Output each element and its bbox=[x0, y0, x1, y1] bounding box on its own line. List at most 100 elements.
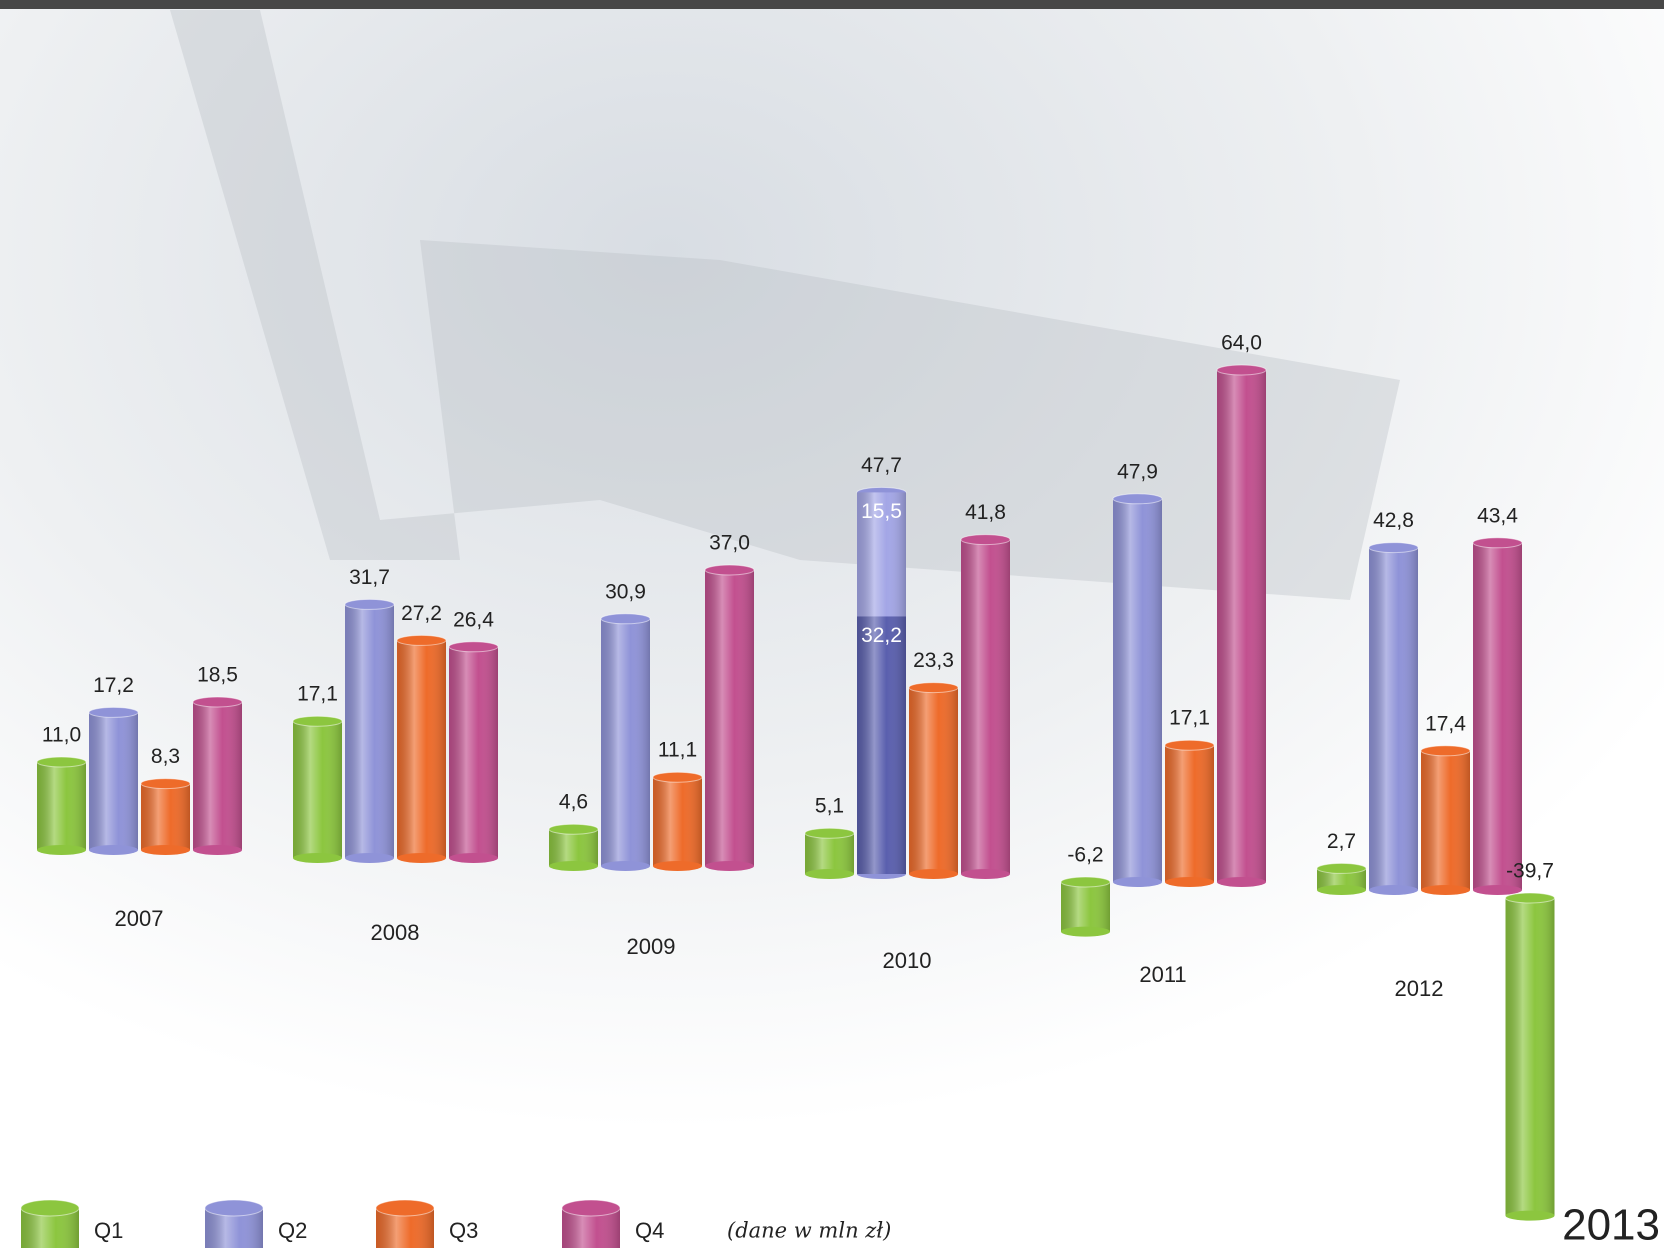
value-label: 5,1 bbox=[815, 795, 844, 818]
bar-bottom-cap bbox=[909, 869, 958, 879]
legend-cap bbox=[20, 1199, 80, 1217]
bar-bottom-cap bbox=[193, 845, 242, 855]
bar-top-cap bbox=[344, 598, 395, 610]
bar-bottom-cap bbox=[1369, 885, 1418, 895]
legend-item: Q1 bbox=[20, 1199, 123, 1248]
bar-top-cap bbox=[704, 564, 755, 576]
bar-shine bbox=[1113, 498, 1162, 882]
bar-shine bbox=[549, 829, 598, 866]
value-label: 17,4 bbox=[1425, 712, 1466, 735]
bar-top-cap bbox=[448, 641, 499, 653]
bar-shine bbox=[141, 783, 190, 850]
bar-shine bbox=[857, 492, 906, 617]
bar-bottom-cap bbox=[1317, 885, 1366, 895]
bar-bottom-cap bbox=[653, 861, 702, 871]
top-strip bbox=[0, 0, 1664, 9]
bar-top-cap bbox=[396, 634, 447, 646]
category-label: 2010 bbox=[883, 948, 932, 973]
bar-shine bbox=[1317, 868, 1366, 890]
category-label: 2007 bbox=[115, 906, 164, 931]
segment-label: 32,2 bbox=[861, 624, 902, 647]
category-label: 2011 bbox=[1139, 962, 1186, 987]
bar-bottom-cap bbox=[1217, 877, 1266, 887]
bar-top-cap bbox=[548, 823, 599, 835]
bar-shine bbox=[961, 539, 1010, 874]
category-label: 2013 bbox=[1562, 1201, 1660, 1250]
bar-bottom-cap bbox=[961, 869, 1010, 879]
bar-top-cap bbox=[600, 613, 651, 625]
bar-bottom-cap bbox=[1061, 926, 1110, 937]
bar-shine bbox=[1217, 370, 1266, 882]
bar-bottom-cap bbox=[37, 845, 86, 855]
bar-bottom-cap bbox=[345, 853, 394, 863]
legend-item: Q3 bbox=[375, 1199, 478, 1248]
legend-cap bbox=[375, 1199, 435, 1217]
bar-top-cap bbox=[1112, 493, 1163, 505]
bar-top-cap bbox=[1060, 876, 1111, 888]
bar-shine bbox=[805, 833, 854, 874]
bar-shine bbox=[1165, 745, 1214, 882]
legend-item: Q4 bbox=[561, 1199, 664, 1248]
bar-top-cap bbox=[1505, 892, 1555, 904]
bar-shine bbox=[37, 762, 86, 850]
legend-cap bbox=[561, 1199, 621, 1217]
bar-bottom-cap bbox=[1505, 1210, 1555, 1221]
value-label: 18,5 bbox=[197, 664, 238, 687]
bar-top-cap bbox=[1472, 537, 1523, 549]
bar-bottom-cap bbox=[449, 853, 498, 863]
category-label: 2008 bbox=[371, 920, 420, 945]
bar-shine bbox=[89, 712, 138, 850]
bar-shine bbox=[909, 687, 958, 874]
bar-bottom-cap bbox=[89, 845, 138, 855]
value-label: 47,7 bbox=[861, 454, 902, 477]
value-label: -39,7 bbox=[1506, 860, 1554, 883]
bar-shine bbox=[1369, 547, 1418, 890]
bar-bottom-cap bbox=[805, 869, 854, 879]
bar-top-cap bbox=[1216, 364, 1267, 376]
bar-shine bbox=[705, 570, 754, 866]
value-label: 17,2 bbox=[93, 674, 134, 697]
bar-bottom-cap bbox=[705, 861, 754, 871]
bar-bottom-cap bbox=[141, 845, 190, 855]
value-label: 37,0 bbox=[709, 532, 750, 555]
value-label: 17,1 bbox=[1169, 707, 1210, 730]
category-label: 2012 bbox=[1395, 976, 1444, 1001]
value-label: 4,6 bbox=[559, 791, 588, 814]
bar-bottom-cap bbox=[601, 861, 650, 871]
legend-item: Q2 bbox=[204, 1199, 307, 1248]
value-label: 8,3 bbox=[151, 745, 180, 768]
value-label: 11,0 bbox=[42, 724, 81, 747]
value-label: 2,7 bbox=[1327, 830, 1356, 853]
bar-shine bbox=[1505, 898, 1555, 1216]
bar-bottom-cap bbox=[293, 853, 342, 863]
bar-top-cap bbox=[36, 756, 87, 768]
bar-shine bbox=[449, 646, 498, 858]
value-label: 41,8 bbox=[965, 501, 1006, 524]
bar-top-cap bbox=[1420, 745, 1471, 757]
bar-bottom-cap bbox=[397, 853, 446, 863]
bar-bottom-cap bbox=[1421, 885, 1470, 895]
bar-top-cap bbox=[292, 715, 343, 727]
bar-shine bbox=[293, 721, 342, 858]
legend-label: Q1 bbox=[94, 1218, 123, 1243]
unit-note: (dane w mln zł) bbox=[727, 1219, 891, 1243]
category-label: 2009 bbox=[627, 934, 676, 959]
value-label: 11,1 bbox=[658, 739, 697, 762]
bar-top-cap bbox=[140, 778, 191, 790]
value-label: 23,3 bbox=[913, 649, 954, 672]
bar-shine bbox=[857, 616, 906, 874]
watercolor-shape bbox=[170, 10, 1400, 600]
bar-shine bbox=[397, 640, 446, 858]
bar-top-cap bbox=[804, 827, 855, 839]
bar-top-cap bbox=[960, 534, 1011, 546]
bar-top-cap bbox=[192, 696, 243, 708]
value-label: 26,4 bbox=[453, 608, 494, 631]
legend-label: Q3 bbox=[449, 1218, 478, 1243]
segment-label: 15,5 bbox=[861, 500, 902, 523]
value-label: 64,0 bbox=[1221, 332, 1262, 355]
legend-cap bbox=[204, 1199, 264, 1217]
value-label: 42,8 bbox=[1373, 509, 1414, 532]
bar-top-cap bbox=[1316, 862, 1367, 874]
bar-bottom-cap bbox=[549, 861, 598, 871]
